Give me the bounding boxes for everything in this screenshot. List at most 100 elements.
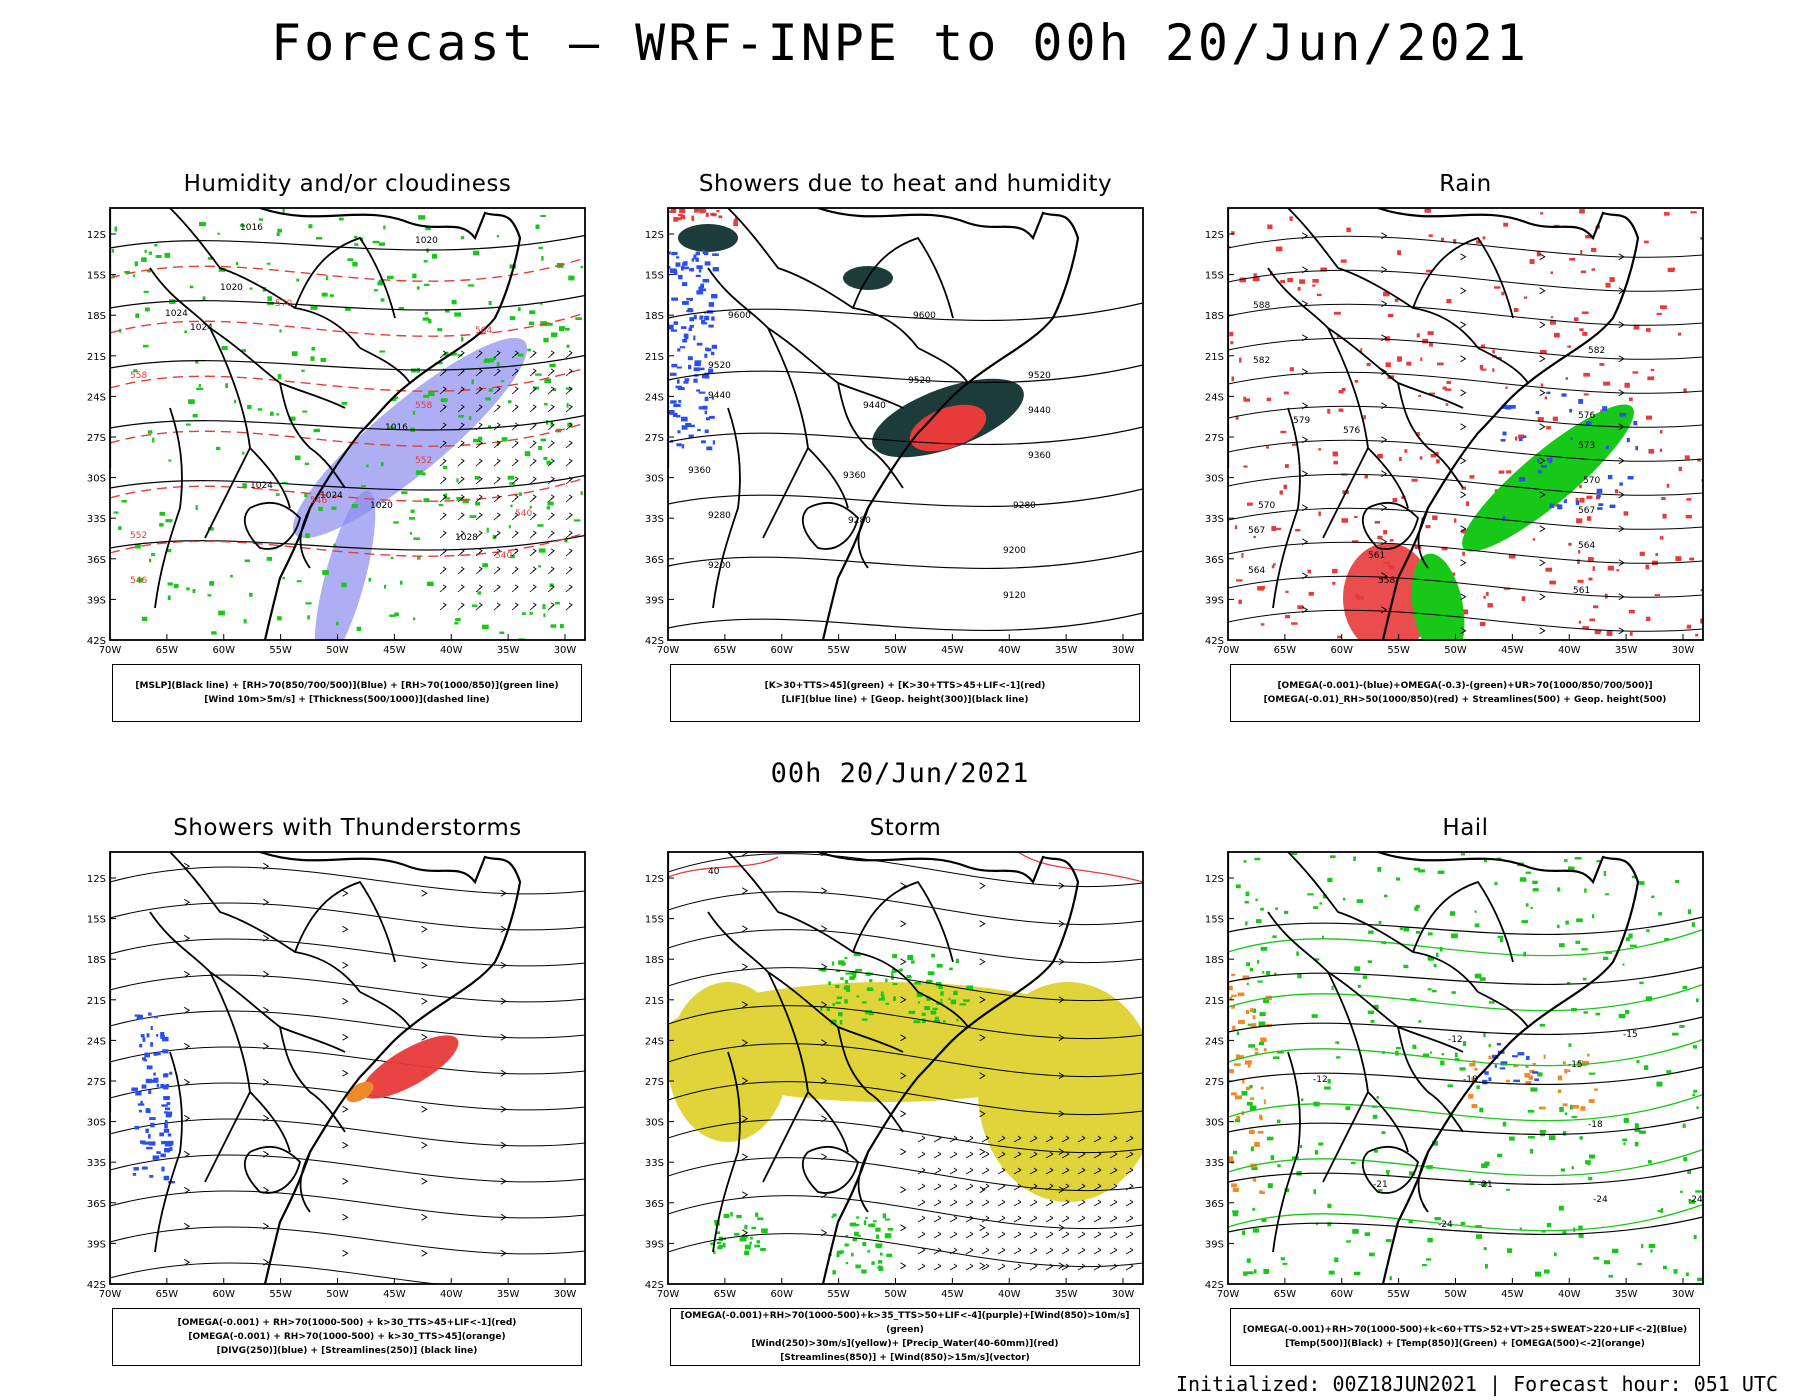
lat-tick-label: 24S	[645, 1036, 664, 1047]
lon-tick-label: 45W	[1501, 1289, 1524, 1300]
humidity-and-or-cloudiness-title: Humidity and/or cloudiness	[183, 171, 512, 197]
lon-tick-label: 70W	[99, 645, 122, 656]
lat-tick-label: 39S	[87, 595, 106, 606]
hail-title: Hail	[1442, 815, 1489, 841]
lat-tick-label: 12S	[645, 874, 664, 885]
lon-tick-label: 55W	[269, 645, 292, 656]
contour-label: 570	[275, 299, 292, 309]
contour-label: 9440	[863, 401, 886, 411]
rain-legend: [OMEGA(-0.001)-(blue)+OMEGA(-0.3)-(green…	[1230, 664, 1700, 722]
lat-tick-label: 36S	[1205, 555, 1224, 566]
contour-label: -24	[1438, 1220, 1453, 1230]
lat-tick-label: 33S	[87, 1158, 106, 1169]
lat-tick-label: 24S	[87, 1036, 106, 1047]
lon-tick-label: 70W	[657, 1289, 680, 1300]
contour-label: 567	[1578, 506, 1595, 516]
lon-tick-label: 40W	[1558, 1289, 1581, 1300]
lat-tick-label: 24S	[87, 392, 106, 403]
contour-label: 1024	[165, 309, 188, 319]
lon-tick-label: 40W	[1558, 645, 1581, 656]
humidity-and-or-cloudiness-map: 1016102010201024102410161020102410241028…	[87, 207, 586, 656]
legend-line: [LIF](blue line) + [Geop. height(300)](b…	[781, 695, 1029, 705]
lat-tick-label: 42S	[1205, 1280, 1224, 1291]
lat-tick-label: 24S	[1205, 1036, 1224, 1047]
lat-tick-label: 15S	[1205, 915, 1224, 926]
contour-label: 1024	[190, 323, 213, 333]
lon-tick-label: 60W	[770, 645, 793, 656]
contour-label: 9200	[708, 561, 731, 571]
lon-tick-label: 55W	[1387, 645, 1410, 656]
lon-tick-label: 65W	[156, 1289, 179, 1300]
lat-tick-label: 18S	[87, 955, 106, 966]
contour-label: 552	[415, 456, 432, 466]
rain-title: Rain	[1439, 171, 1492, 197]
rain-map: 588 582 582 579 576 576 573 570 570 567 567 564 564 5…	[1205, 207, 1704, 656]
lat-tick-label: 27S	[87, 1077, 106, 1088]
contour-label: -18	[1588, 1120, 1603, 1130]
lon-tick-label: 65W	[714, 1289, 737, 1300]
lat-tick-label: 39S	[645, 1239, 664, 1250]
contour-label: 573	[1578, 441, 1595, 451]
contour-label: 552	[130, 531, 147, 541]
lat-tick-label: 12S	[645, 230, 664, 241]
contour-label: 588	[1253, 301, 1270, 311]
lon-tick-label: 65W	[1274, 645, 1297, 656]
lon-tick-label: 30W	[1112, 1289, 1135, 1300]
lat-tick-label: 33S	[645, 1158, 664, 1169]
contour-label: 9120	[1003, 591, 1026, 601]
contour-label: 582	[1588, 346, 1605, 356]
contour-label: 576	[1343, 426, 1360, 436]
contour-label: 540	[515, 509, 532, 519]
initialization-footer: Initialized: 00Z18JUN2021 | Forecast hou…	[1175, 1372, 1778, 1396]
legend-line: [OMEGA(-0.001)+RH>70(1000-500)+k<60+TTS>…	[1242, 1325, 1688, 1335]
contour-label: 579	[1293, 416, 1310, 426]
lat-tick-label: 30S	[645, 1118, 664, 1129]
lat-tick-label: 24S	[1205, 392, 1224, 403]
lon-tick-label: 40W	[440, 1289, 463, 1300]
lat-tick-label: 30S	[87, 474, 106, 485]
contour-label: 561	[1573, 586, 1590, 596]
contour-label: 546	[310, 496, 327, 506]
contour-label: -24	[1593, 1195, 1608, 1205]
contour-label: 9440	[708, 391, 731, 401]
lon-tick-label: 40W	[998, 645, 1021, 656]
legend-line: [Temp(500)](Black) + [Temp(850)](Green) …	[1285, 1339, 1645, 1349]
lat-tick-label: 18S	[645, 955, 664, 966]
lon-tick-label: 35W	[1615, 645, 1638, 656]
lat-tick-label: 33S	[87, 514, 106, 525]
legend-line: [OMEGA(-0.001)-(blue)+OMEGA(-0.3)-(green…	[1277, 681, 1653, 691]
lon-tick-label: 50W	[1444, 1289, 1467, 1300]
legend-line: [OMEGA(-0.01)_RH>50(1000/850)(red) + Str…	[1263, 695, 1667, 705]
lon-tick-label: 65W	[1274, 1289, 1297, 1300]
lon-tick-label: 45W	[383, 1289, 406, 1300]
lon-tick-label: 70W	[99, 1289, 122, 1300]
legend-line: [Wind 10m>5m/s] + [Thickness(500/1000)](…	[204, 695, 490, 705]
lat-tick-label: 27S	[1205, 433, 1224, 444]
lat-tick-label: 39S	[1205, 595, 1224, 606]
lon-tick-label: 30W	[1672, 645, 1695, 656]
contour-label: -15	[1623, 1030, 1638, 1040]
lat-tick-label: 12S	[1205, 874, 1224, 885]
contour-label: 9600	[728, 311, 751, 321]
lat-tick-label: 18S	[645, 311, 664, 322]
lat-tick-label: 27S	[645, 1077, 664, 1088]
lon-tick-label: 35W	[1055, 1289, 1078, 1300]
lat-tick-label: 33S	[1205, 514, 1224, 525]
lon-tick-label: 65W	[714, 645, 737, 656]
lat-tick-label: 24S	[645, 392, 664, 403]
lat-tick-label: 15S	[645, 271, 664, 282]
hail-map: -12 -12 -15 -15 -18 -18 -21 -21 -24 -24 -24 12S 15S 1…	[1205, 851, 1704, 1300]
lat-tick-label: 21S	[645, 996, 664, 1007]
contour-label: 9520	[708, 361, 731, 371]
legend-line: [Wind(250)>30m/s](yellow)+ [Precip_Water…	[751, 1339, 1059, 1349]
contour-label: 576	[1578, 411, 1595, 421]
lat-tick-label: 27S	[645, 433, 664, 444]
lat-tick-label: 27S	[1205, 1077, 1224, 1088]
contour-label: 540	[495, 551, 512, 561]
showers-due-to-heat-and-humidity-title: Showers due to heat and humidity	[698, 171, 1113, 197]
lat-tick-label: 42S	[87, 1280, 106, 1291]
legend-line: [OMEGA(-0.001) + RH>70(1000-500) + k>30_…	[188, 1332, 506, 1342]
lon-tick-label: 70W	[657, 645, 680, 656]
lon-tick-label: 70W	[1217, 1289, 1240, 1300]
contour-label: 1020	[370, 501, 393, 511]
